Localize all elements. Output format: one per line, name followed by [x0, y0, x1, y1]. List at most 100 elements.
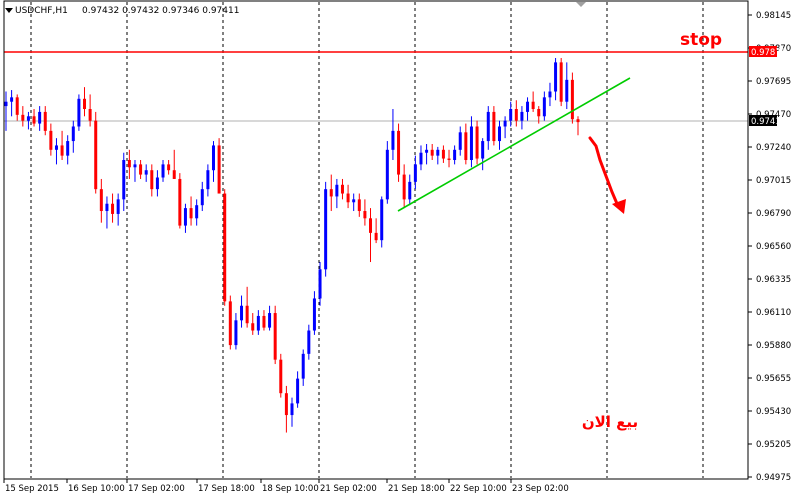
candle — [526, 97, 530, 121]
candle — [155, 170, 159, 197]
y-tick-label: 0.95205 — [756, 440, 791, 450]
candle — [542, 91, 546, 121]
candle — [413, 155, 417, 190]
scroll-shift-icon[interactable] — [576, 2, 586, 7]
y-tick-label: 0.97240 — [756, 143, 791, 153]
candle — [436, 146, 440, 165]
y-tick-label: 0.95880 — [756, 341, 791, 351]
y-tick-label: 0.95430 — [756, 407, 791, 417]
candle — [66, 135, 70, 165]
candle — [167, 160, 171, 175]
candle — [38, 106, 42, 131]
candle — [206, 164, 210, 197]
candle — [139, 160, 143, 179]
candle — [340, 178, 344, 200]
y-tick-label: 0.96560 — [756, 242, 791, 252]
y-tick-label: 0.96110 — [756, 308, 791, 318]
candle — [441, 145, 445, 163]
y-tick-label: 0.97015 — [756, 176, 791, 186]
candle — [408, 174, 412, 206]
candle — [397, 123, 401, 182]
candle — [318, 262, 322, 306]
candle — [284, 385, 288, 433]
candle — [492, 106, 496, 146]
candle — [211, 141, 215, 182]
candle — [576, 116, 580, 136]
candle — [256, 310, 260, 335]
ohlc-values: 0.97432 0.97432 0.97346 0.97411 — [82, 6, 239, 16]
candle — [346, 184, 350, 209]
candle — [94, 111, 98, 194]
y-tick-label: 0.97695 — [756, 77, 791, 87]
candle — [240, 295, 244, 328]
time-axis[interactable]: 15 Sep 2015 16 Sep 10:00 17 Sep 02:00 17 Se… — [3, 479, 569, 494]
candle — [357, 193, 361, 217]
candle — [363, 199, 367, 226]
candle — [88, 94, 92, 127]
vertical-grid — [30, 2, 704, 478]
candle — [335, 178, 339, 209]
x-tick-label: 17 Sep 18:00 — [198, 484, 255, 494]
candle — [374, 218, 378, 244]
candle — [385, 141, 389, 204]
candle — [178, 173, 182, 229]
x-tick-label: 21 Sep 18:00 — [388, 484, 445, 494]
candle — [245, 286, 249, 328]
x-tick-label: 22 Sep 10:00 — [450, 484, 507, 494]
symbol-timeframe: USDCHF,H1 — [15, 6, 68, 16]
candle — [497, 120, 501, 150]
candle — [307, 324, 311, 360]
candle — [116, 193, 120, 226]
candle — [464, 123, 468, 165]
candle — [228, 295, 232, 350]
candle — [217, 138, 221, 194]
trendline[interactable] — [397, 77, 631, 212]
candle — [26, 111, 30, 130]
candle — [565, 62, 569, 110]
candle — [475, 120, 479, 165]
candle — [312, 291, 316, 335]
candle — [402, 164, 406, 209]
candle — [279, 353, 283, 398]
y-tick-label: 0.95655 — [756, 374, 791, 384]
candle — [458, 126, 462, 156]
y-tick-label: 0.96335 — [756, 275, 791, 285]
candle — [4, 91, 8, 131]
candle — [71, 120, 75, 153]
candle — [324, 181, 328, 277]
candle — [21, 106, 25, 127]
candle — [548, 82, 552, 107]
x-tick-label: 17 Sep 02:00 — [128, 484, 185, 494]
candle — [150, 164, 154, 197]
candle — [273, 305, 277, 365]
window-header: USDCHF,H1 0.97432 0.97432 0.97346 0.9741… — [5, 6, 239, 16]
candle — [509, 101, 513, 127]
candle — [419, 145, 423, 171]
y-tick-label: 0.98145 — [756, 11, 791, 21]
stop-label: stop — [680, 30, 722, 50]
candle — [49, 123, 53, 156]
candle — [10, 90, 14, 117]
candle — [537, 106, 541, 124]
candle — [369, 208, 373, 263]
candle — [268, 305, 272, 331]
candle — [105, 196, 109, 229]
candle — [183, 203, 187, 233]
candle — [200, 181, 204, 212]
candle — [99, 178, 103, 223]
candle — [83, 87, 87, 117]
sell-now-label: بيع الان — [582, 413, 638, 431]
candle — [447, 149, 451, 168]
candle — [570, 72, 574, 124]
symbol-dropdown-icon[interactable] — [5, 8, 13, 13]
candle — [32, 109, 36, 127]
candle — [15, 94, 19, 121]
candle — [144, 164, 148, 182]
candle — [430, 143, 434, 161]
y-tick-label: 0.96790 — [756, 209, 791, 219]
candle — [481, 138, 485, 171]
candle — [195, 199, 199, 226]
current-price-label: 0.97411 — [749, 115, 786, 127]
